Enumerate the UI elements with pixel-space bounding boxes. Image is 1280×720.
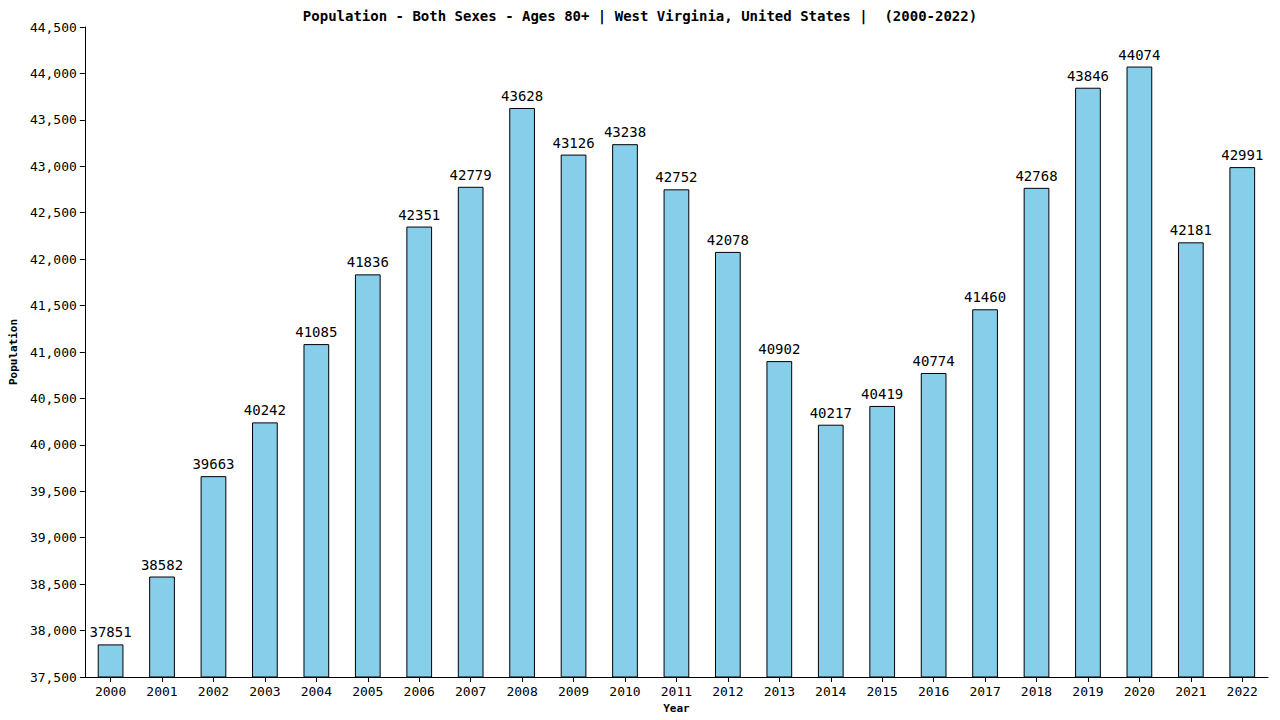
svg-text:2014: 2014: [815, 684, 846, 699]
svg-text:42,500: 42,500: [30, 205, 77, 220]
svg-text:38,000: 38,000: [30, 623, 77, 638]
svg-text:42768: 42768: [1015, 168, 1057, 184]
svg-text:2002: 2002: [198, 684, 229, 699]
svg-text:2021: 2021: [1175, 684, 1206, 699]
svg-text:39663: 39663: [192, 456, 234, 472]
svg-text:2006: 2006: [404, 684, 435, 699]
svg-text:40242: 40242: [244, 402, 286, 418]
svg-text:41836: 41836: [347, 254, 389, 270]
svg-text:2009: 2009: [558, 684, 589, 699]
svg-text:2019: 2019: [1072, 684, 1103, 699]
svg-text:39,500: 39,500: [30, 484, 77, 499]
svg-text:37,500: 37,500: [30, 670, 77, 685]
svg-text:2001: 2001: [146, 684, 177, 699]
svg-text:43628: 43628: [501, 88, 543, 104]
svg-text:2010: 2010: [609, 684, 640, 699]
svg-text:40419: 40419: [861, 386, 903, 402]
svg-text:2000: 2000: [95, 684, 126, 699]
svg-text:37851: 37851: [90, 624, 132, 640]
svg-text:42078: 42078: [707, 232, 749, 248]
svg-text:40902: 40902: [758, 341, 800, 357]
svg-text:41,000: 41,000: [30, 345, 77, 360]
svg-text:43,500: 43,500: [30, 112, 77, 127]
svg-text:40774: 40774: [913, 353, 955, 369]
svg-text:43,000: 43,000: [30, 159, 77, 174]
svg-text:40,000: 40,000: [30, 437, 77, 452]
svg-text:43846: 43846: [1067, 68, 1109, 84]
svg-text:40,500: 40,500: [30, 391, 77, 406]
svg-text:2011: 2011: [661, 684, 692, 699]
svg-text:43126: 43126: [552, 135, 594, 151]
svg-text:44074: 44074: [1118, 47, 1160, 63]
svg-text:42752: 42752: [655, 169, 697, 185]
svg-text:2015: 2015: [867, 684, 898, 699]
svg-text:2003: 2003: [249, 684, 280, 699]
svg-text:38,500: 38,500: [30, 577, 77, 592]
svg-text:2008: 2008: [506, 684, 537, 699]
svg-text:2017: 2017: [969, 684, 1000, 699]
svg-text:44,500: 44,500: [30, 20, 77, 35]
svg-text:42779: 42779: [450, 167, 492, 183]
svg-text:Population: Population: [7, 319, 20, 385]
svg-text:38582: 38582: [141, 557, 183, 573]
svg-text:2013: 2013: [764, 684, 795, 699]
svg-text:2016: 2016: [918, 684, 949, 699]
svg-text:Population - Both Sexes - Ages: Population - Both Sexes - Ages 80+ | Wes…: [303, 8, 977, 25]
svg-text:41085: 41085: [295, 324, 337, 340]
svg-text:42,000: 42,000: [30, 252, 77, 267]
svg-text:2004: 2004: [301, 684, 332, 699]
svg-text:41460: 41460: [964, 289, 1006, 305]
svg-text:2020: 2020: [1124, 684, 1155, 699]
svg-text:2007: 2007: [455, 684, 486, 699]
svg-text:44,000: 44,000: [30, 66, 77, 81]
svg-text:42991: 42991: [1221, 147, 1263, 163]
svg-text:43238: 43238: [604, 124, 646, 140]
svg-text:39,000: 39,000: [30, 530, 77, 545]
svg-text:2005: 2005: [352, 684, 383, 699]
svg-text:2018: 2018: [1021, 684, 1052, 699]
svg-text:41,500: 41,500: [30, 298, 77, 313]
svg-text:40217: 40217: [810, 405, 852, 421]
svg-text:42351: 42351: [398, 207, 440, 223]
svg-text:2022: 2022: [1227, 684, 1258, 699]
svg-text:Year: Year: [663, 702, 690, 715]
svg-text:42181: 42181: [1170, 222, 1212, 238]
svg-text:2012: 2012: [712, 684, 743, 699]
